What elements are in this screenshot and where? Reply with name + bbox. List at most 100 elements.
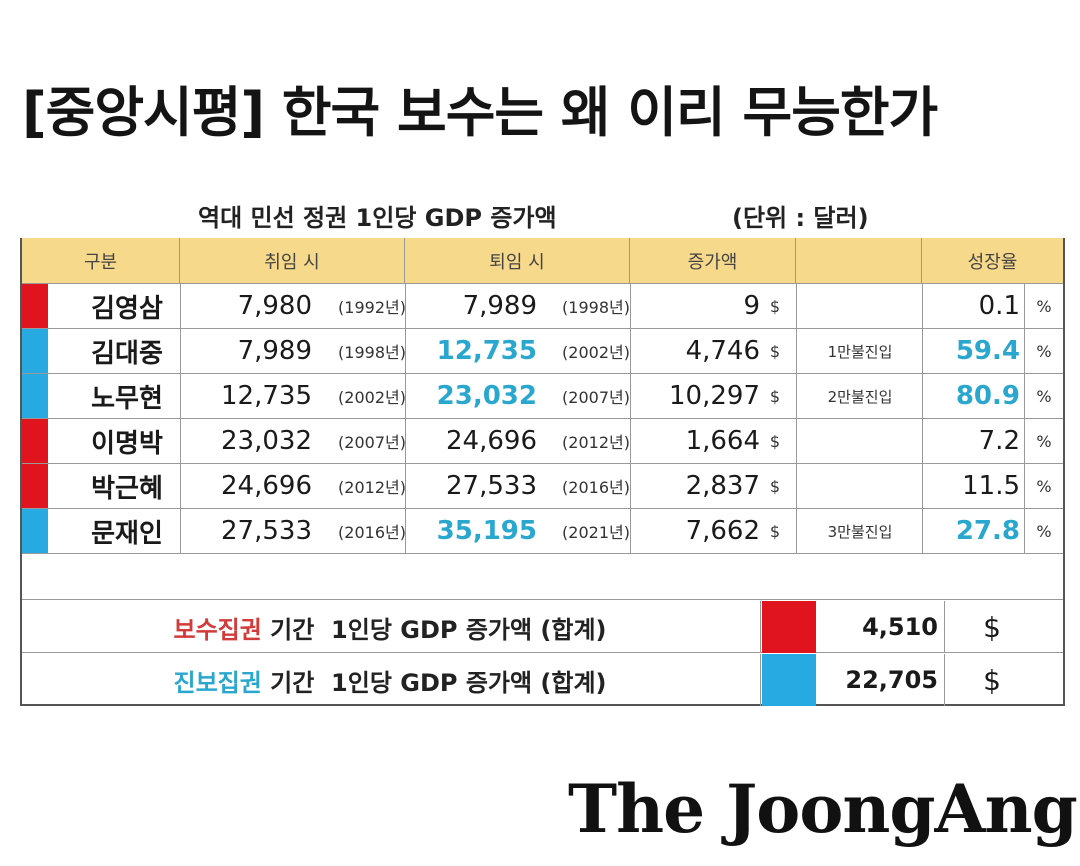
summary-label-rest: 기간 1인당 GDP 증가액 (합계) — [261, 615, 607, 644]
milestone-note — [798, 464, 922, 508]
gdp-increase: 10,297 — [669, 381, 760, 411]
column-divider — [796, 374, 797, 418]
table-row: 노무현 12,735 (2002년) 23,032 (2007년) 10,297 $2만불진… — [22, 374, 1063, 419]
article-headline: [중앙시평] 한국 보수는 왜 이리 무능한가 — [22, 81, 938, 144]
start-year: (2016년) — [338, 523, 406, 542]
gdp-increase: 2,837 — [685, 471, 760, 501]
column-divider — [1024, 284, 1025, 328]
column-divider — [1024, 464, 1025, 508]
table-title: 역대 민선 정권 1인당 GDP 증가액 — [198, 204, 557, 232]
start-year: (2012년) — [338, 478, 406, 497]
table-row: 김영삼 7,980 (1992년) 7,989 (1998년) 9 $0.1% — [22, 284, 1063, 329]
column-divider — [630, 509, 631, 553]
header-note-blank — [796, 238, 922, 284]
currency-unit: $ — [769, 476, 781, 496]
column-divider — [180, 284, 181, 328]
percent-unit: % — [1036, 341, 1052, 361]
currency-unit: $ — [769, 521, 781, 541]
column-divider — [405, 374, 406, 418]
milestone-note: 3만불진입 — [827, 522, 893, 541]
summary-currency: $ — [983, 663, 1001, 697]
growth-rate: 27.8 — [955, 516, 1020, 546]
president-name: 문재인 — [91, 518, 163, 549]
milestone-note: 1만불진입 — [827, 342, 893, 361]
column-divider — [630, 464, 631, 508]
summary-camp-label: 보수집권 — [173, 615, 262, 644]
percent-unit: % — [1036, 431, 1052, 451]
gdp-end: 27,533 — [446, 471, 537, 501]
column-divider — [796, 509, 797, 553]
end-year: (2012년) — [562, 433, 630, 452]
currency-unit: $ — [769, 386, 781, 406]
table-row: 김대중 7,989 (1998년) 12,735 (2002년) 4,746 $1만불진입 5… — [22, 329, 1063, 374]
column-divider — [1024, 509, 1025, 553]
column-divider — [180, 464, 181, 508]
percent-unit: % — [1036, 521, 1052, 541]
camp-marker — [22, 329, 48, 373]
header-growth: 성장율 — [922, 238, 1063, 284]
column-divider — [1024, 329, 1025, 373]
gdp-increase: 7,662 — [685, 516, 760, 546]
growth-rate: 80.9 — [955, 381, 1020, 411]
gdp-increase: 1,664 — [685, 426, 760, 456]
summary-row-progressive: 진보집권 기간 1인당 GDP 증가액 (합계) 22,705 $ — [22, 654, 1063, 706]
currency-unit: $ — [769, 296, 781, 316]
column-divider — [180, 374, 181, 418]
camp-marker — [22, 284, 48, 328]
president-name: 이명박 — [91, 428, 163, 459]
gdp-increase: 9 — [743, 291, 760, 321]
end-year: (2002년) — [562, 343, 630, 362]
growth-rate: 7.2 — [978, 426, 1020, 456]
gdp-increase: 4,746 — [685, 336, 760, 366]
camp-marker — [22, 419, 48, 463]
start-year: (2002년) — [338, 388, 406, 407]
currency-unit: $ — [769, 431, 781, 451]
table-row: 박근혜 24,696 (2012년) 27,533 (2016년) 2,837 $11.5% — [22, 464, 1063, 509]
gdp-start: 7,980 — [237, 291, 312, 321]
column-divider — [796, 284, 797, 328]
camp-marker — [22, 374, 48, 418]
column-divider — [922, 464, 923, 508]
summary-currency: $ — [983, 610, 1001, 644]
milestone-note — [798, 284, 922, 328]
column-divider — [1024, 419, 1025, 463]
camp-marker — [22, 509, 48, 553]
gdp-table — [20, 238, 1065, 706]
column-divider — [405, 509, 406, 553]
column-divider — [796, 464, 797, 508]
spacer-row — [22, 555, 1063, 600]
header-category: 구분 — [22, 238, 180, 284]
summary-label-rest: 기간 1인당 GDP 증가액 (합계) — [261, 668, 607, 697]
column-divider — [630, 284, 631, 328]
header-start: 취임 시 — [180, 238, 405, 284]
column-divider — [180, 509, 181, 553]
gdp-start: 12,735 — [221, 381, 312, 411]
president-name: 김대중 — [91, 338, 163, 369]
currency-unit: $ — [769, 341, 781, 361]
gdp-end: 12,735 — [436, 336, 537, 366]
column-divider — [922, 509, 923, 553]
conservative-swatch — [762, 601, 816, 653]
gdp-start: 23,032 — [221, 426, 312, 456]
column-divider — [630, 374, 631, 418]
gdp-end: 35,195 — [436, 516, 537, 546]
summary-value: 4,510 — [862, 613, 938, 641]
column-divider — [180, 329, 181, 373]
column-divider — [922, 284, 923, 328]
table-row: 이명박 23,032 (2007년) 24,696 (2012년) 1,664 $7.2% — [22, 419, 1063, 464]
column-divider — [922, 419, 923, 463]
president-name: 김영삼 — [91, 293, 163, 324]
growth-rate: 11.5 — [962, 471, 1020, 501]
growth-rate: 59.4 — [955, 336, 1020, 366]
table-row: 문재인 27,533 (2016년) 35,195 (2021년) 7,662 $3만불진입… — [22, 509, 1063, 554]
header-end: 퇴임 시 — [405, 238, 630, 284]
column-divider — [405, 464, 406, 508]
growth-rate: 0.1 — [978, 291, 1020, 321]
gdp-end: 7,989 — [462, 291, 537, 321]
gdp-start: 7,989 — [237, 336, 312, 366]
start-year: (1992년) — [338, 298, 406, 317]
summary-label: 진보집권 기간 1인당 GDP 증가액 (합계) — [22, 654, 758, 706]
start-year: (2007년) — [338, 433, 406, 452]
column-divider — [405, 329, 406, 373]
summary-camp-label: 진보집권 — [173, 668, 262, 697]
